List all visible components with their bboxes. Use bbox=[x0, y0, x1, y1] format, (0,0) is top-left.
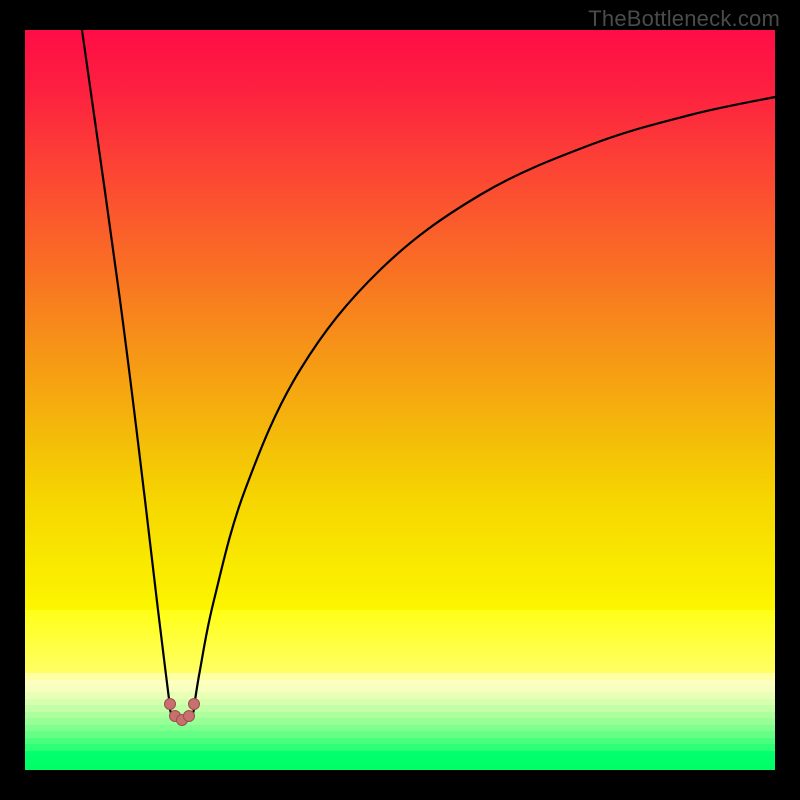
valley-marker bbox=[184, 711, 195, 722]
valley-marker bbox=[165, 699, 176, 710]
bottom-border bbox=[0, 770, 800, 800]
curve-overlay bbox=[0, 0, 800, 800]
valley-marker bbox=[189, 699, 200, 710]
curve-left-branch bbox=[82, 30, 170, 707]
chart-container: TheBottleneck.com bbox=[0, 0, 800, 800]
curve-right-branch bbox=[194, 97, 775, 707]
watermark-text: TheBottleneck.com bbox=[588, 6, 780, 32]
